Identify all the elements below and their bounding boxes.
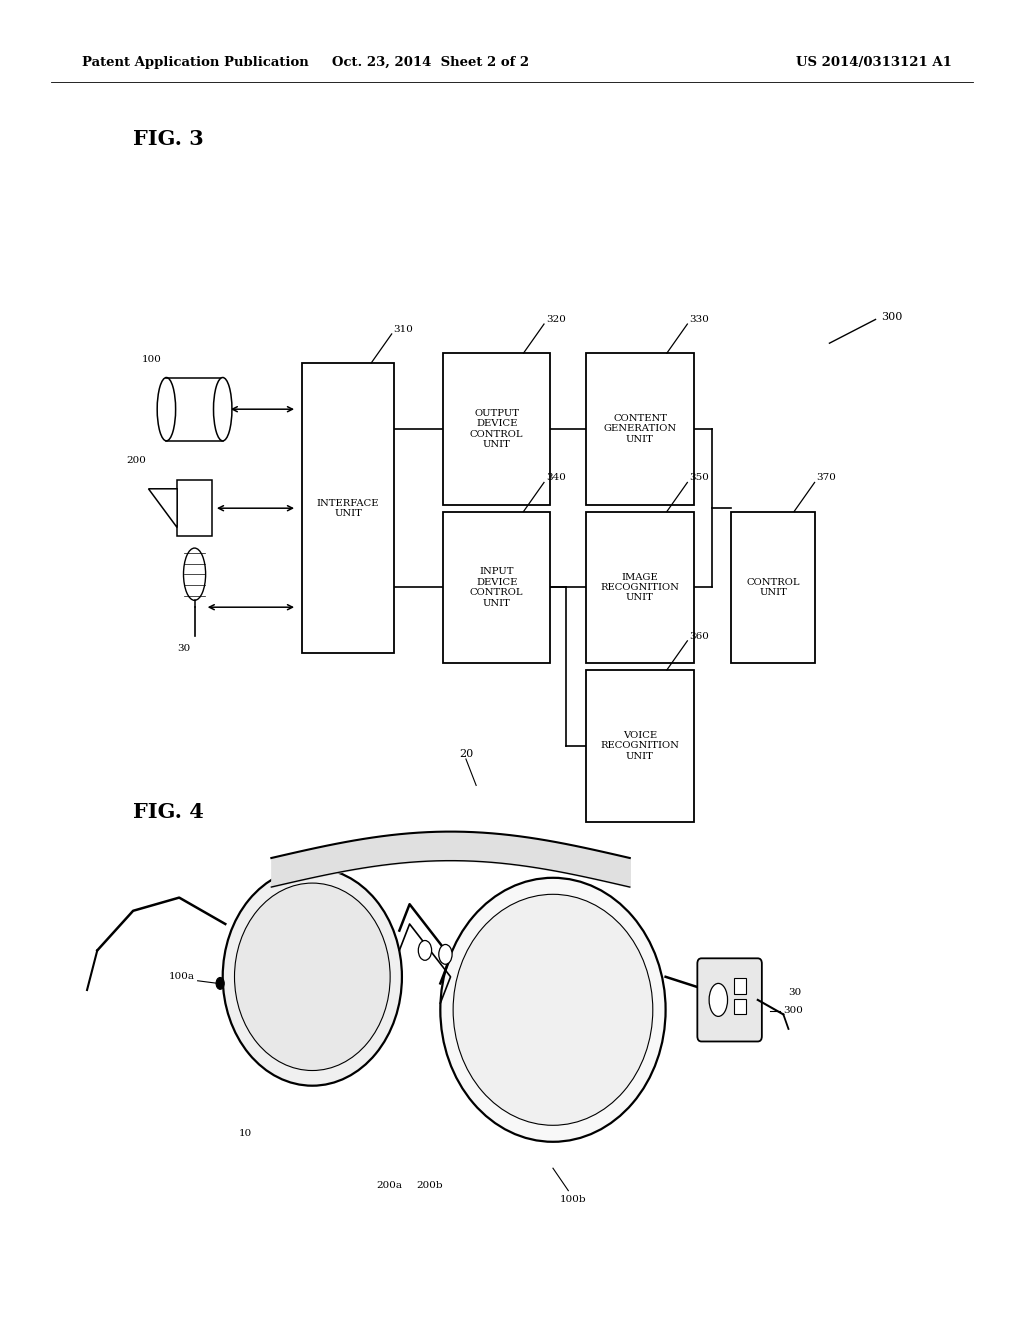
Text: FIG. 4: FIG. 4 — [133, 801, 204, 822]
Text: CONTROL
UNIT: CONTROL UNIT — [746, 578, 800, 597]
Text: 350: 350 — [689, 474, 710, 482]
Text: 300: 300 — [783, 1006, 803, 1015]
Ellipse shape — [709, 983, 727, 1016]
Ellipse shape — [438, 945, 453, 964]
Bar — [177, 480, 212, 536]
Bar — [734, 998, 746, 1014]
Bar — [586, 354, 694, 504]
Bar — [586, 511, 694, 663]
FancyBboxPatch shape — [697, 958, 762, 1041]
Text: Patent Application Publication: Patent Application Publication — [82, 55, 308, 69]
Polygon shape — [148, 488, 177, 528]
Text: INPUT
DEVICE
CONTROL
UNIT: INPUT DEVICE CONTROL UNIT — [470, 568, 523, 607]
Text: US 2014/0313121 A1: US 2014/0313121 A1 — [797, 55, 952, 69]
Ellipse shape — [213, 378, 231, 441]
Bar — [731, 511, 815, 663]
Ellipse shape — [183, 548, 206, 601]
Bar — [442, 354, 551, 504]
Text: 330: 330 — [689, 315, 710, 323]
Bar — [302, 363, 394, 653]
Ellipse shape — [158, 378, 176, 441]
Text: 10: 10 — [240, 1129, 252, 1138]
Text: 200a: 200a — [376, 1181, 402, 1191]
Text: 320: 320 — [546, 315, 566, 323]
Text: FIG. 3: FIG. 3 — [133, 128, 204, 149]
Text: 340: 340 — [546, 474, 566, 482]
Text: 100b: 100b — [560, 1195, 587, 1204]
Text: CONTENT
GENERATION
UNIT: CONTENT GENERATION UNIT — [603, 414, 677, 444]
Ellipse shape — [453, 895, 653, 1125]
Bar — [586, 671, 694, 821]
Text: OUTPUT
DEVICE
CONTROL
UNIT: OUTPUT DEVICE CONTROL UNIT — [470, 409, 523, 449]
Bar — [734, 978, 746, 994]
Text: Oct. 23, 2014  Sheet 2 of 2: Oct. 23, 2014 Sheet 2 of 2 — [332, 55, 528, 69]
Text: 100: 100 — [141, 355, 162, 364]
Ellipse shape — [418, 940, 432, 961]
Text: VOICE
RECOGNITION
UNIT: VOICE RECOGNITION UNIT — [600, 731, 680, 760]
Ellipse shape — [216, 977, 224, 990]
Bar — [442, 511, 551, 663]
Text: IMAGE
RECOGNITION
UNIT: IMAGE RECOGNITION UNIT — [600, 573, 680, 602]
Text: 30: 30 — [178, 644, 190, 653]
Ellipse shape — [223, 869, 401, 1085]
Text: 100a: 100a — [169, 973, 195, 981]
Text: 300: 300 — [881, 312, 902, 322]
Text: INTERFACE
UNIT: INTERFACE UNIT — [316, 499, 380, 517]
Text: 200b: 200b — [417, 1181, 443, 1191]
Text: 370: 370 — [817, 474, 837, 482]
Text: 310: 310 — [394, 325, 414, 334]
Text: 20: 20 — [459, 748, 473, 759]
Ellipse shape — [440, 878, 666, 1142]
Bar — [166, 378, 223, 441]
Ellipse shape — [234, 883, 390, 1071]
Text: 200: 200 — [127, 455, 146, 465]
Text: 360: 360 — [689, 632, 710, 642]
Text: 30: 30 — [788, 989, 802, 997]
